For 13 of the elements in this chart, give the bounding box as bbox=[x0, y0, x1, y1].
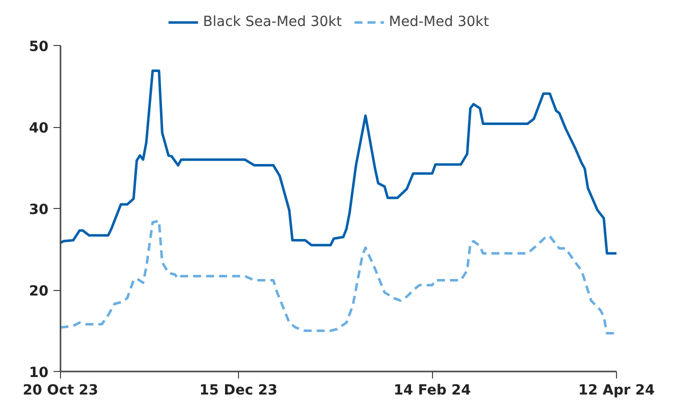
line-series bbox=[60, 219, 616, 334]
y-tick-label: 30 bbox=[29, 202, 49, 218]
legend-label: Black Sea-Med 30kt bbox=[203, 14, 342, 30]
y-tick-label: 20 bbox=[29, 284, 49, 300]
x-tick-label: 12 Apr 24 bbox=[578, 382, 655, 398]
y-tick-label: 40 bbox=[29, 120, 49, 136]
y-tick-label: 50 bbox=[29, 39, 49, 55]
line-series bbox=[60, 70, 616, 255]
y-tick-label: 10 bbox=[29, 365, 49, 381]
x-tick-label: 15 Dec 23 bbox=[199, 382, 278, 398]
x-tick-label: 14 Feb 24 bbox=[394, 382, 472, 398]
x-tick-label: 20 Oct 23 bbox=[22, 382, 98, 398]
legend-label: Med-Med 30kt bbox=[388, 14, 489, 30]
